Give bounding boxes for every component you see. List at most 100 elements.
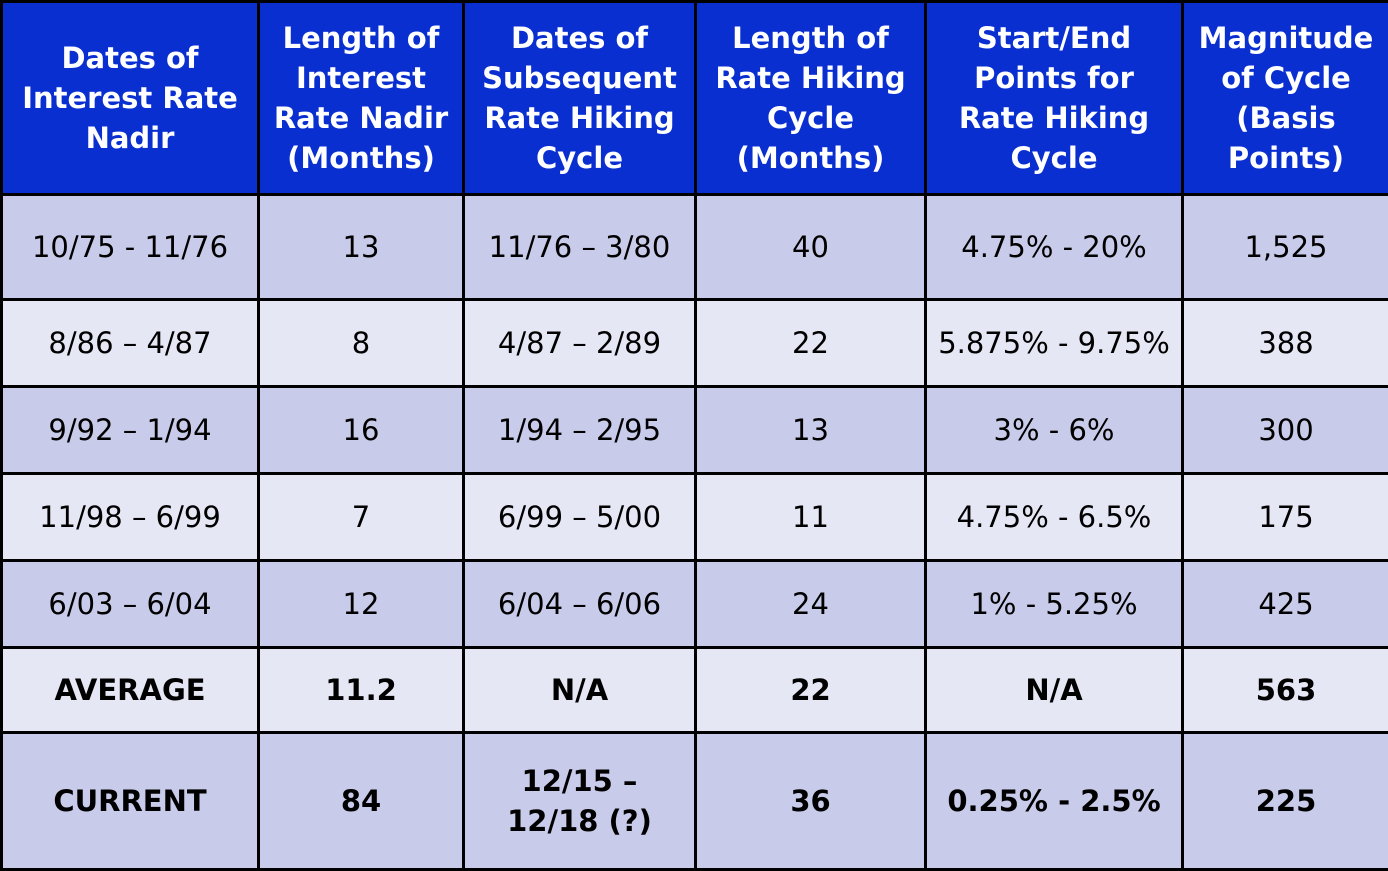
cell-text: 11/98 – 6/99: [39, 497, 221, 537]
cell-text: 1,525: [1244, 227, 1327, 267]
column-header-start-end: Start/End Points for Rate Hiking Cycle: [926, 2, 1183, 195]
table-cell: CURRENT: [2, 733, 259, 870]
cell-text: 300: [1258, 410, 1313, 450]
table-cell: 4.75% - 20%: [926, 195, 1183, 300]
average-row: AVERAGE 11.2 N/A 22 N/A 563: [2, 648, 1388, 733]
table-row: 9/92 – 1/94 16 1/94 – 2/95 13 3% - 6% 30…: [2, 387, 1388, 474]
cell-text: 3% - 6%: [994, 410, 1115, 450]
table-cell: 11: [696, 474, 926, 561]
cell-text: N/A: [551, 670, 608, 710]
cell-text: 11/76 – 3/80: [489, 227, 671, 267]
cell-text: 40: [792, 227, 829, 267]
cell-text: 388: [1258, 323, 1313, 363]
table-cell: 1,525: [1183, 195, 1388, 300]
table-cell: 8: [259, 300, 464, 387]
cell-text: N/A: [1025, 670, 1082, 710]
table-cell: 12/15 – 12/18 (?): [464, 733, 696, 870]
table-cell: 8/86 – 4/87: [2, 300, 259, 387]
cell-text: 9/92 – 1/94: [48, 410, 211, 450]
cell-text: 5.875% - 9.75%: [938, 323, 1170, 363]
table-row: 11/98 – 6/99 7 6/99 – 5/00 11 4.75% - 6.…: [2, 474, 1388, 561]
table-cell: 7: [259, 474, 464, 561]
cell-text: 8: [352, 323, 370, 363]
cell-text: 11.2: [325, 670, 397, 710]
cell-text: 22: [792, 323, 829, 363]
table-cell: 24: [696, 561, 926, 648]
table-cell: 11/98 – 6/99: [2, 474, 259, 561]
cell-text: 175: [1258, 497, 1313, 537]
cell-text: 1/94 – 2/95: [498, 410, 661, 450]
cell-text: 425: [1258, 584, 1313, 624]
table-row: 6/03 – 6/04 12 6/04 – 6/06 24 1% - 5.25%…: [2, 561, 1388, 648]
cell-text: 11: [792, 497, 829, 537]
table-cell: 36: [696, 733, 926, 870]
table-cell: 13: [696, 387, 926, 474]
cell-text: 16: [343, 410, 380, 450]
cell-text: 4.75% - 20%: [961, 227, 1146, 267]
cell-text: 36: [790, 781, 830, 821]
table-cell: 3% - 6%: [926, 387, 1183, 474]
cell-text: 4/87 – 2/89: [498, 323, 661, 363]
cell-text: 0.25% - 2.5%: [947, 781, 1160, 821]
cell-text: 22: [790, 670, 830, 710]
column-header-text: Start/End Points for Rate Hiking Cycle: [959, 18, 1149, 178]
cell-text: 1% - 5.25%: [970, 584, 1137, 624]
column-header-nadir-dates: Dates of Interest Rate Nadir: [2, 2, 259, 195]
table-cell: 5.875% - 9.75%: [926, 300, 1183, 387]
cell-text: 84: [341, 781, 381, 821]
column-header-text: Length of Interest Rate Nadir (Months): [274, 18, 448, 178]
table-cell: 13: [259, 195, 464, 300]
table-cell: 175: [1183, 474, 1388, 561]
table-cell: 84: [259, 733, 464, 870]
table-cell: N/A: [464, 648, 696, 733]
table-cell: 1% - 5.25%: [926, 561, 1183, 648]
table-row: 8/86 – 4/87 8 4/87 – 2/89 22 5.875% - 9.…: [2, 300, 1388, 387]
table-cell: 16: [259, 387, 464, 474]
header-row: Dates of Interest Rate Nadir Length of I…: [2, 2, 1388, 195]
table-cell: 4/87 – 2/89: [464, 300, 696, 387]
current-row: CURRENT 84 12/15 – 12/18 (?) 36 0.25% - …: [2, 733, 1388, 870]
table-cell: 11/76 – 3/80: [464, 195, 696, 300]
column-header-nadir-length: Length of Interest Rate Nadir (Months): [259, 2, 464, 195]
column-header-text: Dates of Interest Rate Nadir: [22, 38, 238, 158]
table-cell: 6/99 – 5/00: [464, 474, 696, 561]
table-cell: 12: [259, 561, 464, 648]
table-cell: 225: [1183, 733, 1388, 870]
column-header-text: Magnitude of Cycle (Basis Points): [1199, 18, 1374, 178]
table-cell: 4.75% - 6.5%: [926, 474, 1183, 561]
column-header-text: Length of Rate Hiking Cycle (Months): [715, 18, 905, 178]
cell-text: 24: [792, 584, 829, 624]
column-header-magnitude: Magnitude of Cycle (Basis Points): [1183, 2, 1388, 195]
cell-text: 6/03 – 6/04: [48, 584, 211, 624]
cell-text: 13: [792, 410, 829, 450]
cell-text: CURRENT: [53, 781, 206, 821]
table-cell: 1/94 – 2/95: [464, 387, 696, 474]
cell-text: 10/75 - 11/76: [32, 227, 228, 267]
table-cell: 0.25% - 2.5%: [926, 733, 1183, 870]
table-cell: 388: [1183, 300, 1388, 387]
table-cell: AVERAGE: [2, 648, 259, 733]
table-cell: 11.2: [259, 648, 464, 733]
table-cell: 563: [1183, 648, 1388, 733]
column-header-hiking-length: Length of Rate Hiking Cycle (Months): [696, 2, 926, 195]
table-cell: 40: [696, 195, 926, 300]
cell-text: 8/86 – 4/87: [48, 323, 211, 363]
table-cell: 22: [696, 648, 926, 733]
rate-cycle-table-container: Dates of Interest Rate Nadir Length of I…: [0, 0, 1388, 848]
cell-text: 6/99 – 5/00: [498, 497, 661, 537]
cell-text: AVERAGE: [54, 670, 205, 710]
table-cell: 300: [1183, 387, 1388, 474]
cell-text: 6/04 – 6/06: [498, 584, 661, 624]
cell-text: 12: [343, 584, 380, 624]
table-cell: 10/75 - 11/76: [2, 195, 259, 300]
cell-text: 7: [352, 497, 370, 537]
table-cell: 9/92 – 1/94: [2, 387, 259, 474]
cell-text: 4.75% - 6.5%: [957, 497, 1152, 537]
cell-text: 225: [1256, 781, 1317, 821]
cell-text: 563: [1256, 670, 1317, 710]
table-row: 10/75 - 11/76 13 11/76 – 3/80 40 4.75% -…: [2, 195, 1388, 300]
cell-text: 12/15 – 12/18 (?): [507, 761, 652, 841]
column-header-hiking-dates: Dates of Subsequent Rate Hiking Cycle: [464, 2, 696, 195]
table-cell: 425: [1183, 561, 1388, 648]
